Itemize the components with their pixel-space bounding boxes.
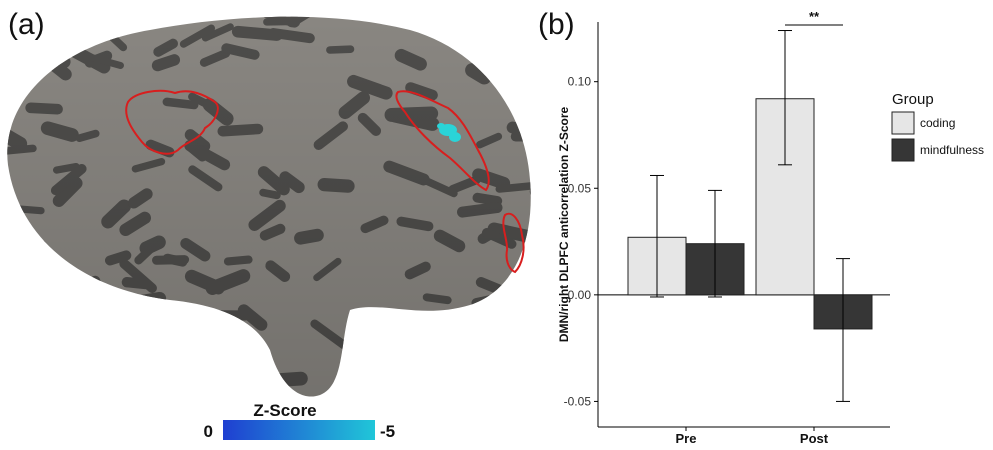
- sulcus: [72, 304, 94, 324]
- sulcus: [25, 311, 50, 322]
- sulcus: [130, 298, 160, 303]
- sulcus: [99, 353, 120, 360]
- panel-a: (a) Z-Score: [0, 0, 540, 445]
- legend-swatch-mindfulness: [892, 139, 914, 161]
- sulcus: [158, 379, 185, 399]
- colorbar-title: Z-Score: [253, 401, 316, 420]
- sulcus: [503, 14, 529, 39]
- sulcus: [45, 23, 63, 29]
- sulcus: [83, 297, 114, 305]
- colorbar-min-label: 0: [204, 422, 213, 441]
- sulcus: [382, 0, 399, 6]
- sulcus: [509, 23, 527, 37]
- legend-label-mindfulness: mindfulness: [920, 143, 984, 157]
- sulcus: [87, 32, 115, 40]
- x-tick-label: Pre: [676, 431, 697, 445]
- y-tick-label: 0.10: [568, 75, 592, 89]
- sulcus: [124, 336, 138, 348]
- sulcus: [33, 312, 59, 314]
- colorbar: [223, 420, 375, 440]
- sulcus: [300, 5, 322, 10]
- sulcus: [154, 309, 178, 329]
- panel-a-label: (a): [8, 8, 45, 42]
- y-tick-label: -0.05: [564, 394, 592, 408]
- legend-label-coding: coding: [920, 116, 955, 130]
- sulcus: [425, 416, 442, 417]
- sulcus: [147, 391, 169, 404]
- sulcus: [121, 313, 149, 328]
- sulcus: [433, 321, 466, 332]
- sulcus: [79, 408, 93, 416]
- sulcus: [458, 315, 481, 333]
- sulcus: [278, 3, 299, 15]
- legend-swatch-coding: [892, 112, 914, 134]
- bar-chart: DMN/right DLPFC anticorrelation Z-Score *…: [530, 0, 993, 445]
- sulcus: [153, 0, 177, 9]
- y-axis-label: DMN/right DLPFC anticorrelation Z-Score: [557, 107, 571, 343]
- sulcus: [511, 322, 531, 337]
- sulcus: [214, 344, 232, 349]
- significance-label: **: [809, 9, 820, 24]
- sulcus: [136, 328, 156, 332]
- panel-b-label: (b): [538, 8, 575, 42]
- panel-b: (b) DMN/right DLPFC anticorrelation Z-Sc…: [530, 0, 993, 445]
- sulcus: [67, 0, 92, 6]
- sulcus: [207, 332, 223, 340]
- legend-title: Group: [892, 91, 934, 108]
- y-tick-label: 0.00: [568, 288, 592, 302]
- sulcus: [126, 311, 144, 324]
- colorbar-max-label: -5: [380, 422, 395, 441]
- sulcus: [51, 56, 64, 62]
- sulcus: [366, 390, 383, 398]
- sulcus: [353, 0, 366, 3]
- sulcus: [69, 281, 95, 306]
- sulcus: [161, 383, 186, 399]
- sulcus: [54, 321, 92, 327]
- sulcus: [383, 324, 415, 334]
- sulcus: [451, 314, 483, 319]
- sulcus: [359, 379, 374, 386]
- sulcus: [383, 396, 412, 404]
- sulcus: [209, 381, 236, 399]
- brain-figure: Z-Score 0 -5: [0, 0, 540, 445]
- sulcus: [49, 20, 73, 27]
- sulcus: [68, 319, 103, 333]
- x-tick-label: Post: [800, 431, 829, 445]
- y-tick-label: 0.05: [568, 181, 592, 195]
